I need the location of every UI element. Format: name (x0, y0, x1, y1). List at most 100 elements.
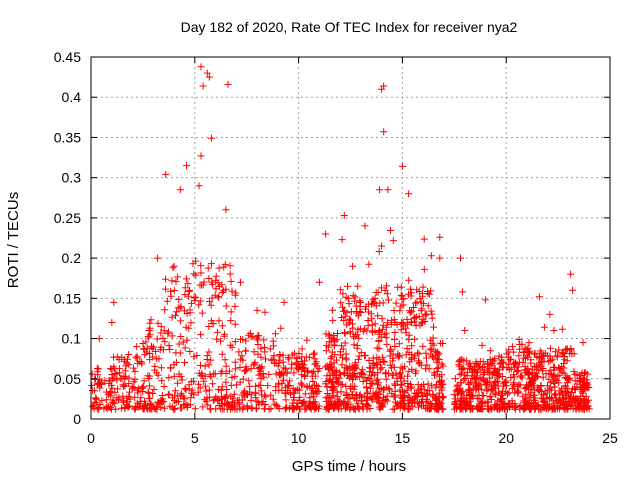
data-point (351, 333, 359, 341)
data-point (349, 292, 357, 300)
x-tick-label: 10 (291, 430, 307, 446)
data-point (161, 338, 169, 346)
data-point (466, 359, 474, 367)
data-point (202, 397, 210, 405)
data-point (328, 306, 336, 314)
data-point (483, 387, 491, 395)
data-point (346, 366, 354, 374)
data-point (200, 278, 208, 286)
data-point (324, 390, 332, 397)
data-point (176, 186, 184, 194)
data-point (240, 389, 247, 397)
data-point (559, 400, 567, 408)
data-point (181, 359, 188, 366)
data-point (242, 367, 249, 374)
data-point (411, 314, 419, 321)
data-point (399, 301, 407, 309)
data-point (555, 346, 563, 354)
data-point (164, 330, 172, 338)
data-point (190, 391, 198, 399)
data-point (411, 369, 419, 377)
data-point (209, 320, 217, 327)
data-point (542, 370, 550, 378)
data-point (158, 397, 166, 405)
data-point (436, 389, 444, 397)
data-point (266, 345, 274, 353)
data-point (467, 402, 475, 409)
y-axis-label: ROTI / TECUs (5, 192, 22, 288)
data-point (432, 384, 440, 392)
data-point (218, 367, 226, 375)
data-point (375, 328, 383, 336)
data-point (364, 317, 372, 325)
data-point (203, 69, 211, 77)
data-point (400, 377, 408, 385)
data-point (383, 397, 391, 405)
data-point (265, 405, 273, 413)
data-point (215, 293, 223, 301)
data-point (365, 260, 373, 268)
data-point (571, 370, 579, 378)
data-point (236, 364, 244, 371)
data-point (282, 384, 290, 392)
data-point (327, 403, 335, 410)
data-point (289, 405, 297, 413)
data-point (531, 349, 539, 357)
data-point (572, 394, 580, 402)
data-point (325, 393, 333, 401)
data-point (174, 379, 182, 387)
data-point (93, 368, 101, 376)
data-point (264, 382, 272, 390)
data-point (170, 397, 178, 404)
data-point (403, 345, 411, 352)
data-point (120, 383, 128, 390)
data-point (537, 349, 545, 357)
data-point (175, 370, 183, 378)
data-point (340, 212, 348, 219)
data-point (375, 248, 383, 255)
data-point (553, 405, 561, 413)
data-point (436, 373, 444, 381)
data-point (303, 336, 311, 344)
data-point (262, 393, 270, 401)
data-point (330, 385, 338, 393)
data-point (254, 365, 262, 373)
data-point (376, 186, 384, 194)
data-point (242, 347, 250, 355)
data-point (354, 312, 362, 320)
data-point (397, 283, 405, 291)
data-point (526, 402, 534, 410)
data-point (457, 379, 465, 387)
data-point (504, 390, 511, 398)
data-point (491, 377, 499, 385)
data-point (341, 312, 349, 320)
data-point (108, 319, 116, 326)
data-point (548, 386, 556, 394)
data-point (297, 379, 305, 387)
data-point (461, 327, 469, 334)
data-point (525, 339, 533, 347)
data-point (372, 288, 380, 296)
data-point (238, 352, 246, 360)
data-point (383, 340, 391, 348)
data-point (153, 335, 161, 343)
data-point (484, 360, 492, 368)
data-point (103, 405, 111, 412)
data-point (358, 369, 366, 377)
data-point (228, 287, 236, 295)
data-point (280, 376, 288, 384)
data-point (404, 404, 412, 412)
data-point (124, 398, 132, 406)
x-axis-label: GPS time / hours (292, 458, 406, 475)
data-point (526, 392, 534, 400)
data-point (322, 230, 330, 238)
data-point (402, 351, 410, 359)
data-point (197, 269, 205, 277)
data-point (287, 390, 295, 398)
data-point (550, 363, 558, 371)
data-point (260, 336, 268, 344)
data-point (237, 278, 244, 286)
gridlines (91, 57, 610, 419)
data-point (396, 307, 404, 315)
data-point (399, 387, 407, 395)
